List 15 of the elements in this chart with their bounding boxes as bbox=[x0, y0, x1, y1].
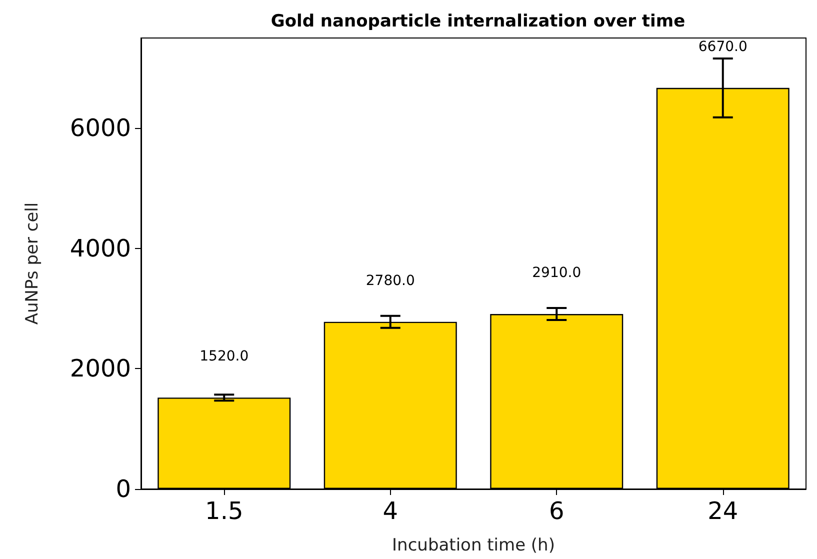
y-tick-label: 2000 bbox=[70, 354, 131, 383]
y-tick-label: 4000 bbox=[70, 234, 131, 262]
x-tick-label: 1.5 bbox=[205, 497, 244, 525]
data-label: 1520.0 bbox=[200, 348, 249, 365]
x-axis-title: Incubation time (h) bbox=[392, 536, 555, 556]
y-tick-label: 6000 bbox=[70, 114, 131, 142]
y-axis-title: AuNPs per cell bbox=[22, 202, 42, 325]
chart-title: Gold nanoparticle internalization over time bbox=[270, 12, 686, 32]
x-tick-label: 24 bbox=[708, 497, 738, 525]
x-tick-label: 6 bbox=[548, 497, 564, 525]
x-tick-label: 4 bbox=[382, 497, 398, 525]
data-label: 2780.0 bbox=[366, 272, 415, 289]
data-label: 6670.0 bbox=[698, 38, 748, 55]
data-label: 2910.0 bbox=[532, 265, 582, 282]
y-tick-label: 0 bbox=[116, 475, 131, 503]
